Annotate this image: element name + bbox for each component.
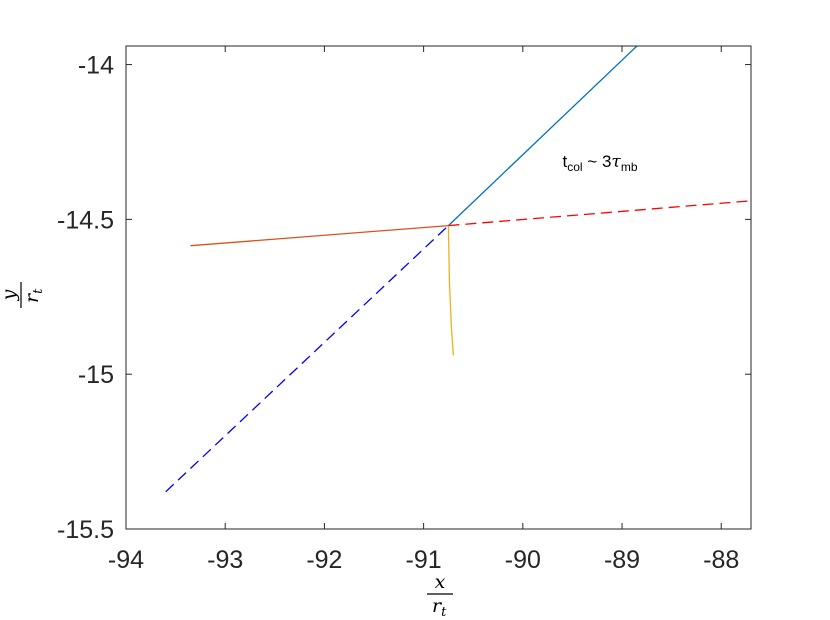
x-axis: -94 -93 -92 -91 -90 -89 -88 [108,46,739,574]
annotation-tcol: tcol ~ 3τmb [563,152,638,174]
y-label-denominator: rt [21,288,46,303]
y-tick-label: -14 [78,52,114,80]
x-tick-label: -89 [604,546,640,574]
y-tick-label: -15.5 [57,516,114,544]
x-tick-label: -94 [108,546,144,574]
y-axis-label: y rt [0,282,46,308]
series-line-5 [165,225,449,493]
series-layer [165,45,752,493]
x-label-numerator: x [435,571,446,593]
y-tick-label: -14.5 [57,206,114,234]
x-tick-label: -92 [306,546,342,574]
x-tick-label: -90 [505,546,541,574]
series-line-2 [190,224,449,247]
x-tick-label: -88 [703,546,739,574]
x-axis-label: x rt [427,571,453,620]
x-tick-label: -93 [207,546,243,574]
x-label-denominator: rt [432,595,447,620]
series-line-4 [448,200,752,227]
series-line-1 [447,45,638,227]
y-label-numerator: y [0,289,20,301]
y-axis: -14 -14.5 -15 -15.5 [57,52,751,544]
axes-box [125,45,752,530]
series-line-3 [447,225,455,356]
x-tick-label: -91 [406,546,442,574]
y-tick-label: -15 [78,361,114,389]
